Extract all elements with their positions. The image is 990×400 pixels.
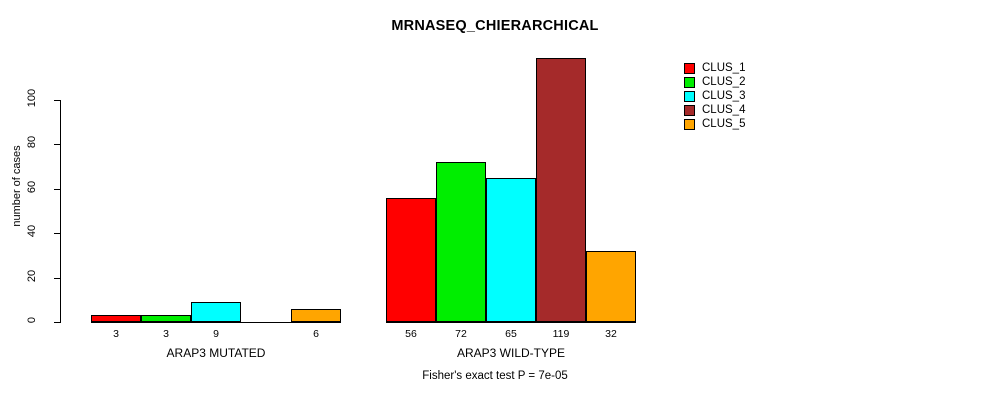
legend-item-label: CLUS_1	[702, 61, 746, 74]
y-axis-line	[60, 100, 61, 323]
legend-color-swatch	[684, 90, 695, 102]
bar-clus-2-group2	[436, 162, 486, 322]
legend-item-clus-2: CLUS_2	[684, 75, 745, 89]
legend-item-clus-1: CLUS_1	[684, 61, 745, 75]
bar-value-label: 6	[313, 328, 319, 340]
bar-clus-5-group1	[291, 308, 341, 322]
legend-color-swatch	[684, 76, 695, 88]
y-axis-tick-label: 20	[26, 269, 38, 282]
bar-value-label: 9	[213, 328, 219, 340]
bar-value-label: 65	[505, 328, 517, 340]
legend-item-clus-3: CLUS_3	[684, 89, 745, 103]
bar-clus-1-group1	[91, 315, 141, 322]
legend: CLUS_1 CLUS_2 CLUS_3 CLUS_4 CLUS_5	[684, 61, 745, 131]
y-axis-tick-label: 80	[26, 136, 38, 149]
bar-value-label: 119	[552, 328, 570, 340]
legend-item-label: CLUS_5	[702, 117, 746, 130]
group-axis-label: ARAP3 WILD-TYPE	[456, 346, 566, 360]
legend-color-swatch	[684, 62, 695, 74]
bar-value-label: 72	[455, 328, 467, 340]
y-axis-tick	[54, 277, 60, 279]
y-axis-tick-label: 60	[26, 180, 38, 193]
y-axis-tick	[54, 322, 60, 323]
statistical-annotation: Fisher's exact test P = 7e-05	[422, 370, 568, 382]
legend-color-swatch	[684, 118, 695, 130]
bar-clus-1-group2	[386, 197, 436, 322]
y-axis-tick	[54, 233, 60, 235]
chart-title: MRNASEQ_CHIERARCHICAL	[391, 18, 599, 34]
y-axis-tick-label: 40	[26, 225, 38, 238]
bar-clus-3-group1	[191, 302, 241, 322]
legend-item-clus-5: CLUS_5	[684, 117, 745, 131]
group-axis-label: ARAP3 MUTATED	[166, 346, 266, 360]
legend-item-clus-4: CLUS_4	[684, 103, 745, 117]
group-baseline	[91, 322, 341, 323]
y-axis-title: number of cases	[11, 145, 23, 227]
y-axis-tick-label: 100	[26, 88, 38, 108]
legend-item-label: CLUS_2	[702, 75, 746, 88]
legend-item-label: CLUS_3	[702, 89, 746, 102]
bar-value-label: 3	[163, 328, 169, 340]
bar-clus-4-group2	[536, 57, 586, 322]
y-axis-tick	[54, 188, 60, 190]
bar-value-label: 56	[405, 328, 417, 340]
legend-color-swatch	[684, 104, 695, 116]
bar-clus-2-group1	[141, 315, 191, 322]
legend-item-label: CLUS_4	[702, 103, 746, 116]
y-axis-tick	[54, 144, 60, 146]
bar-value-label: 32	[605, 328, 617, 340]
group-baseline	[386, 322, 636, 323]
y-axis-tick	[54, 100, 60, 101]
bar-clus-3-group2	[486, 177, 536, 322]
bar-clus-5-group2	[586, 250, 636, 322]
bar-value-label: 3	[113, 328, 119, 340]
y-axis-tick-label: 0	[26, 316, 38, 324]
